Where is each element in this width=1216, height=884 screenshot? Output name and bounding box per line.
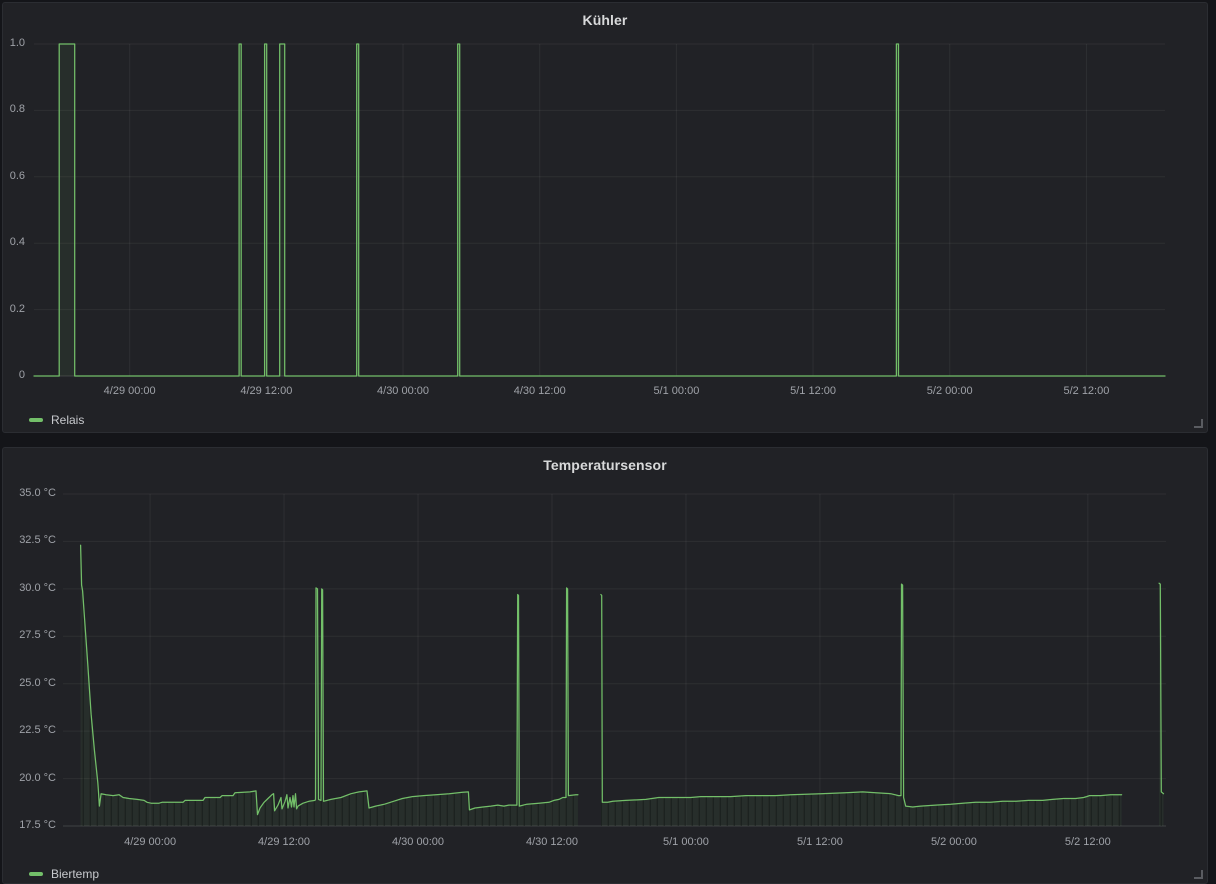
x-tick-label: 4/30 12:00 xyxy=(525,836,578,848)
y-tick-label: 0.6 xyxy=(9,169,25,182)
y-tick-label: 0.2 xyxy=(9,302,25,315)
legend-relais[interactable]: Relais xyxy=(29,413,84,427)
y-tick-label: 35.0 °C xyxy=(19,487,56,499)
x-tick-label: 5/2 00:00 xyxy=(930,836,977,848)
x-tick-label: 5/1 12:00 xyxy=(796,836,843,848)
x-tick-label: 4/30 12:00 xyxy=(513,385,566,397)
y-tick-label: 22.5 °C xyxy=(19,724,56,737)
panel-title-temperatursensor[interactable]: Temperatursensor xyxy=(543,457,667,473)
x-tick-label: 4/29 12:00 xyxy=(240,385,293,397)
y-tick-label: 0.4 xyxy=(9,236,25,249)
x-tick-label: 4/29 12:00 xyxy=(258,836,311,848)
x-tick-label: 5/1 00:00 xyxy=(663,836,709,848)
panel-resize-handle-icon[interactable] xyxy=(1194,870,1203,879)
x-tick-label: 5/1 12:00 xyxy=(790,385,836,397)
legend-label-biertemp[interactable]: Biertemp xyxy=(51,867,100,881)
series-color-dash-icon xyxy=(29,418,43,422)
y-tick-label: 32.5 °C xyxy=(19,534,56,547)
x-tick-label: 4/30 00:00 xyxy=(392,836,444,848)
x-tick-label: 4/29 00:00 xyxy=(124,836,177,848)
series-color-dash-icon xyxy=(29,872,43,876)
x-tick-label: 4/30 00:00 xyxy=(377,385,430,397)
relay-chart-plot[interactable] xyxy=(33,43,1166,377)
y-tick-label: 0.8 xyxy=(9,103,25,116)
x-tick-label: 5/1 00:00 xyxy=(653,385,700,397)
legend-biertemp[interactable]: Biertemp xyxy=(29,867,99,881)
y-tick-label: 20.0 °C xyxy=(19,771,56,784)
x-tick-label: 5/2 12:00 xyxy=(1063,385,1110,397)
panel-resize-handle-icon[interactable] xyxy=(1194,419,1203,428)
y-tick-label: 27.5 °C xyxy=(19,629,56,642)
y-tick-label: 30.0 °C xyxy=(19,581,56,594)
x-tick-label: 5/2 12:00 xyxy=(1064,836,1111,848)
temperature-chart-plot[interactable] xyxy=(63,493,1166,827)
x-tick-label: 4/29 00:00 xyxy=(103,385,156,397)
y-tick-label: 25.0 °C xyxy=(19,676,56,689)
y-tick-label: 0 xyxy=(18,369,25,381)
y-tick-label: 17.5 °C xyxy=(19,819,56,831)
legend-label-relais[interactable]: Relais xyxy=(51,413,85,427)
panel-title-kuehler[interactable]: Kühler xyxy=(582,12,628,28)
panel-temperatursensor: Temperatursensor Biertemp 35.0 °C 32.5 °C… xyxy=(2,447,1208,884)
x-tick-label: 5/2 00:00 xyxy=(926,385,973,397)
y-tick-label: 1.0 xyxy=(9,37,25,49)
panel-kuehler: Kühler Relais 1.0 0.8 0.6 0.4 0.2 0 4/29 00:00… xyxy=(2,2,1208,433)
